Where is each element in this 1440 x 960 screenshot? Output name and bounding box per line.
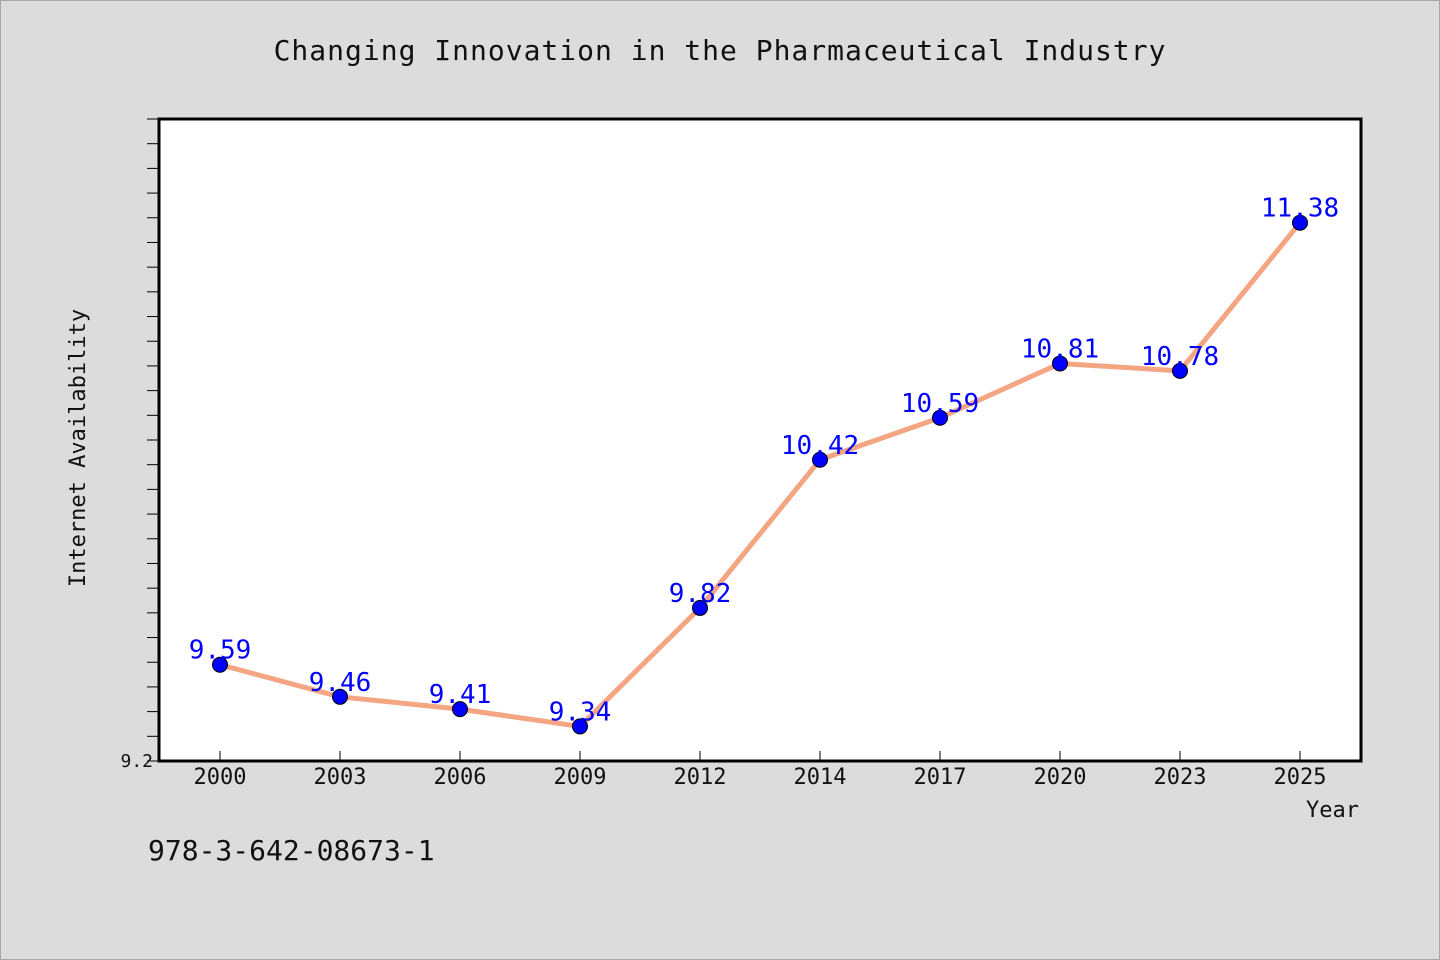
data-point <box>932 409 948 426</box>
x-tick-label: 2000 <box>194 765 247 790</box>
data-labels: 9.59 9.46 9.41 9.34 9.82 10.42 10.59 10.81 10.78… <box>189 194 1339 728</box>
data-point <box>1292 214 1308 231</box>
x-tick-label: 2025 <box>1274 765 1327 790</box>
isbn-text: 978-3-642-08673-1 <box>148 834 435 867</box>
y-axis-ticks: 9.2 <box>120 118 159 772</box>
data-label: 10.42 <box>781 431 859 461</box>
data-label: 9.46 <box>309 668 372 698</box>
chart-title: Changing Innovation in the Pharmaceutica… <box>273 34 1167 67</box>
y-axis-label: Internet Availability <box>66 309 91 587</box>
x-tick-label: 2009 <box>554 765 607 790</box>
data-point <box>212 656 228 673</box>
data-point <box>692 599 708 616</box>
data-label: 9.34 <box>549 697 612 727</box>
x-axis-ticks: 2000 2003 2006 2009 2012 2014 2017 2020 2023 2025 <box>194 751 1327 790</box>
data-point <box>812 451 828 468</box>
x-tick-label: 2020 <box>1034 765 1087 790</box>
data-point <box>1172 362 1188 379</box>
x-tick-label: 2023 <box>1154 765 1207 790</box>
data-label: 10.59 <box>901 389 979 419</box>
data-point <box>572 718 588 735</box>
data-label: 9.59 <box>189 636 252 666</box>
series-line <box>217 220 1303 729</box>
plot-area <box>157 117 1363 763</box>
data-point <box>332 688 348 705</box>
series-markers <box>212 214 1308 735</box>
data-label: 11.38 <box>1261 194 1339 224</box>
data-point <box>1052 355 1068 372</box>
data-point <box>452 701 468 718</box>
data-label: 10.78 <box>1141 342 1219 372</box>
data-label: 9.41 <box>429 680 492 710</box>
y-tick-label: 9.2 <box>120 751 153 772</box>
x-tick-label: 2006 <box>434 765 487 790</box>
x-tick-label: 2003 <box>314 765 367 790</box>
x-tick-label: 2014 <box>794 765 847 790</box>
x-axis-label: Year <box>1306 798 1359 823</box>
x-tick-label: 2017 <box>914 765 967 790</box>
x-tick-label: 2012 <box>674 765 727 790</box>
data-label: 10.81 <box>1021 334 1099 364</box>
data-label: 9.82 <box>669 579 732 609</box>
